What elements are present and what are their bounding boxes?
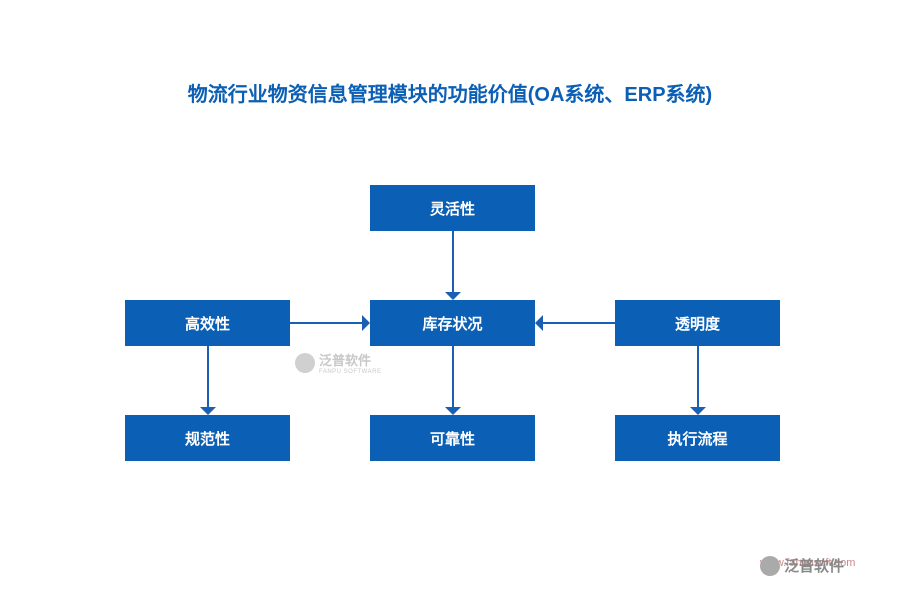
arrow-head xyxy=(535,315,543,331)
diagram-title: 物流行业物资信息管理模块的功能价值(OA系统、ERP系统) xyxy=(0,78,900,107)
logo-icon-corner xyxy=(760,556,780,576)
node-inventory: 库存状况 xyxy=(370,300,535,346)
node-standard: 规范性 xyxy=(125,415,290,461)
arrow-line xyxy=(452,346,454,407)
watermark-corner: 泛普软件 www.fanpusoft.com xyxy=(760,555,855,569)
node-flexibility: 灵活性 xyxy=(370,185,535,231)
watermark-corner-logo: 泛普软件 xyxy=(760,555,844,576)
logo-icon xyxy=(295,353,315,373)
watermark-center: 泛普软件 FANPU SOFTWARE xyxy=(295,350,381,375)
watermark-corner-label: 泛普软件 xyxy=(784,555,844,576)
watermark-center-text: 泛普软件 FANPU SOFTWARE xyxy=(319,350,381,375)
watermark-center-sub: FANPU SOFTWARE xyxy=(319,369,381,375)
arrow-line xyxy=(543,322,615,324)
arrow-line xyxy=(697,346,699,407)
arrow-line xyxy=(207,346,209,407)
node-reliability: 可靠性 xyxy=(370,415,535,461)
arrow-line xyxy=(452,231,454,292)
arrow-head xyxy=(445,292,461,300)
arrow-line xyxy=(290,322,362,324)
arrow-head xyxy=(200,407,216,415)
watermark-center-label: 泛普软件 xyxy=(319,350,381,369)
arrow-head xyxy=(445,407,461,415)
node-transparency: 透明度 xyxy=(615,300,780,346)
arrow-head xyxy=(690,407,706,415)
arrow-head xyxy=(362,315,370,331)
node-process: 执行流程 xyxy=(615,415,780,461)
node-efficiency: 高效性 xyxy=(125,300,290,346)
